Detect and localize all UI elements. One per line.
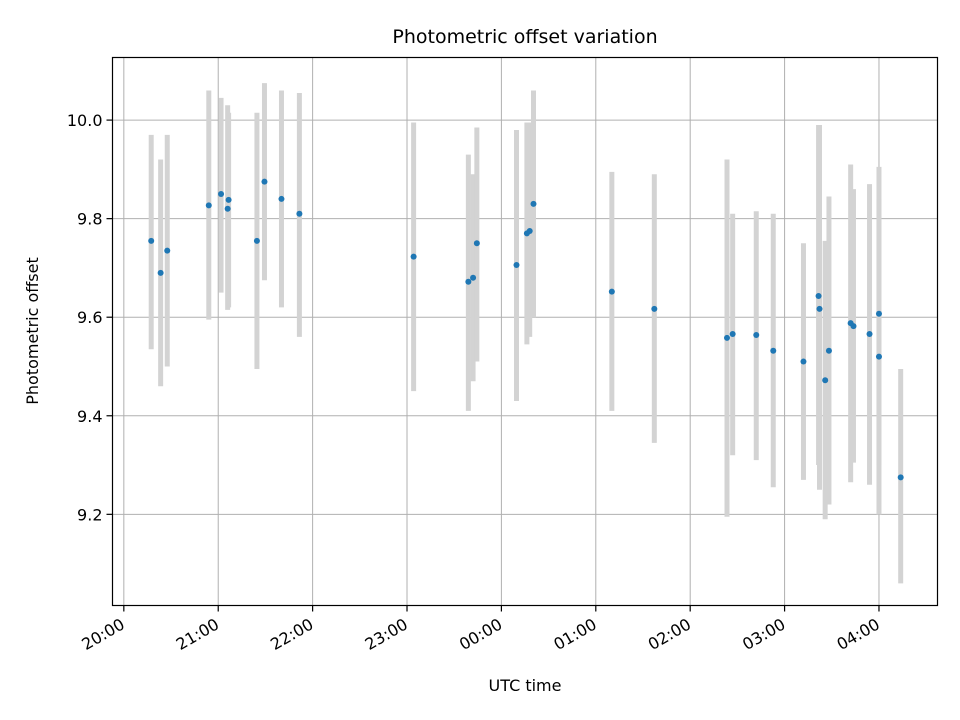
data-point bbox=[410, 253, 417, 260]
y-axis-label: Photometric offset bbox=[23, 257, 42, 405]
data-point bbox=[816, 305, 823, 312]
data-point bbox=[473, 240, 480, 247]
data-point bbox=[815, 293, 822, 300]
data-point bbox=[651, 305, 658, 312]
data-point bbox=[875, 353, 882, 360]
data-point bbox=[800, 358, 807, 365]
data-point bbox=[513, 261, 520, 268]
chart-title: Photometric offset variation bbox=[392, 26, 657, 48]
y-tick-label: 9.6 bbox=[77, 308, 102, 327]
data-point bbox=[148, 237, 155, 244]
data-point bbox=[822, 377, 829, 384]
data-point bbox=[770, 347, 777, 354]
data-point bbox=[224, 205, 231, 212]
plot-frame bbox=[111, 56, 939, 607]
data-point bbox=[296, 210, 303, 217]
y-axis-ticks: 9.2 9.4 9.6 9.8 10.0 bbox=[67, 111, 113, 524]
data-point bbox=[526, 227, 533, 234]
data-point bbox=[866, 330, 873, 337]
data-point bbox=[164, 247, 171, 254]
data-point bbox=[530, 200, 537, 207]
x-axis-label: UTC time bbox=[489, 676, 562, 695]
data-point bbox=[825, 347, 832, 354]
data-point bbox=[261, 178, 268, 185]
data-point bbox=[608, 288, 615, 295]
data-point bbox=[724, 334, 731, 341]
data-point bbox=[897, 474, 904, 481]
data-point bbox=[753, 331, 760, 338]
data-points bbox=[148, 178, 904, 481]
data-point bbox=[465, 278, 472, 285]
data-point bbox=[218, 191, 225, 198]
data-point bbox=[729, 330, 736, 337]
data-point bbox=[850, 323, 857, 330]
y-tick-label: 9.8 bbox=[77, 210, 102, 229]
data-point bbox=[157, 269, 164, 276]
data-point bbox=[470, 274, 477, 281]
data-point bbox=[278, 195, 285, 202]
data-point bbox=[205, 202, 212, 209]
data-point bbox=[253, 237, 260, 244]
data-point bbox=[225, 196, 232, 203]
y-tick-label: 9.2 bbox=[77, 505, 102, 524]
y-tick-label: 9.4 bbox=[77, 407, 102, 426]
y-tick-label: 10.0 bbox=[67, 111, 103, 130]
data-point bbox=[875, 310, 882, 317]
